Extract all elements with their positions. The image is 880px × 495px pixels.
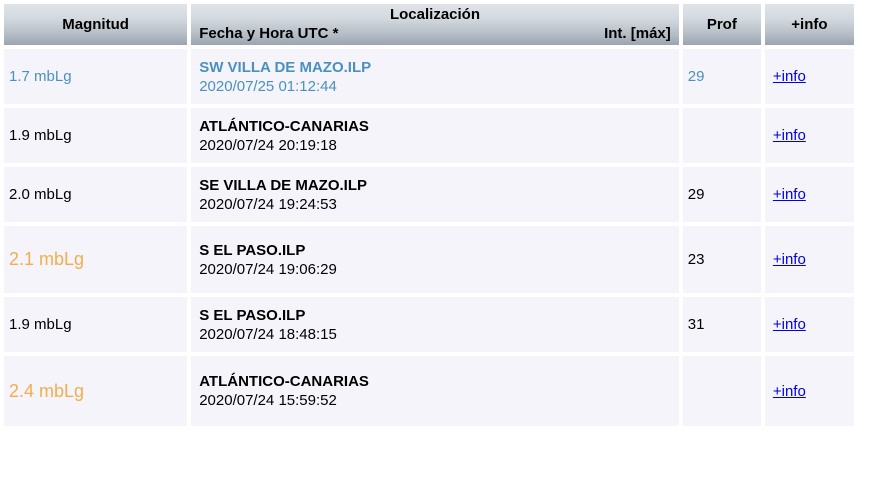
info-cell: +info (764, 108, 854, 163)
header-prof: Prof (682, 4, 761, 45)
location-cell: ATLÁNTICO-CANARIAS 2020/07/24 20:19:18 (191, 108, 679, 163)
table-row: 1.7 mbLg SW VILLA DE MAZO.ILP 2020/07/25… (4, 49, 854, 104)
event-datetime: 2020/07/24 19:24:53 (199, 195, 337, 213)
header-localizacion-label: Localización (389, 6, 480, 23)
depth-value: 29 (687, 68, 705, 85)
location-name: ATLÁNTICO-CANARIAS (199, 373, 369, 390)
depth-cell (682, 356, 761, 426)
location-cell: S EL PASO.ILP 2020/07/24 18:48:15 (191, 297, 679, 352)
table-header: Magnitud Localización Fecha y Hora UTC *… (4, 4, 854, 45)
table-row: 1.9 mbLg ATLÁNTICO-CANARIAS 2020/07/24 2… (4, 108, 854, 163)
location-cell: S EL PASO.ILP 2020/07/24 19:06:29 (191, 226, 679, 293)
location-cell: SW VILLA DE MAZO.ILP 2020/07/25 01:12:44 (191, 49, 679, 104)
location-name: S EL PASO.ILP (199, 306, 306, 324)
more-info-link[interactable]: +info (772, 127, 806, 144)
magnitude-cell: 2.4 mbLg (4, 356, 188, 426)
magnitude-cell: 2.0 mbLg (4, 167, 188, 222)
table-row: 1.9 mbLg S EL PASO.ILP 2020/07/24 18:48:… (4, 297, 854, 352)
header-magnitud-label: Magnitud (62, 16, 129, 33)
event-datetime: 2020/07/24 19:06:29 (199, 260, 337, 278)
event-datetime: 2020/07/24 18:48:15 (199, 325, 337, 343)
more-info-link[interactable]: +info (772, 68, 806, 85)
magnitude-value: 2.4 mbLg (9, 380, 85, 401)
depth-value: 29 (687, 186, 705, 203)
magnitude-cell: 2.1 mbLg (4, 226, 188, 293)
header-localizacion: Localización Fecha y Hora UTC * Int. [má… (191, 4, 679, 45)
magnitude-value: 1.7 mbLg (9, 68, 72, 85)
info-cell: +info (764, 226, 854, 293)
info-cell: +info (764, 297, 854, 352)
header-row: Magnitud Localización Fecha y Hora UTC *… (4, 4, 854, 45)
magnitude-cell: 1.9 mbLg (4, 297, 188, 352)
header-magnitud: Magnitud (4, 4, 188, 45)
location-name: S EL PASO.ILP (199, 241, 306, 259)
depth-cell: 29 (682, 167, 761, 222)
header-fecha-hora-label: Fecha y Hora UTC * (199, 25, 339, 42)
header-prof-label: Prof (706, 16, 737, 33)
header-info: +info (764, 4, 854, 45)
location-name: ATLÁNTICO-CANARIAS (199, 117, 369, 135)
event-datetime: 2020/07/24 15:59:52 (199, 392, 337, 409)
more-info-link[interactable]: +info (772, 251, 806, 268)
table-body: 1.7 mbLg SW VILLA DE MAZO.ILP 2020/07/25… (4, 49, 854, 426)
depth-value: 31 (687, 316, 705, 333)
magnitude-cell: 1.9 mbLg (4, 108, 188, 163)
magnitude-cell: 1.7 mbLg (4, 49, 188, 104)
earthquake-table: Magnitud Localización Fecha y Hora UTC *… (4, 4, 854, 426)
header-int-max-label: Int. [máx] (604, 25, 671, 42)
more-info-link[interactable]: +info (772, 382, 806, 400)
table-row: 2.4 mbLg ATLÁNTICO-CANARIAS 2020/07/24 1… (4, 356, 854, 426)
more-info-link[interactable]: +info (772, 186, 806, 203)
info-cell: +info (764, 49, 854, 104)
more-info-link[interactable]: +info (772, 316, 806, 333)
info-cell: +info (764, 356, 854, 426)
event-datetime: 2020/07/25 01:12:44 (199, 77, 337, 95)
magnitude-value: 1.9 mbLg (9, 316, 72, 333)
location-name: SW VILLA DE MAZO.ILP (199, 58, 372, 76)
depth-value: 23 (687, 251, 705, 268)
table-row: 2.1 mbLg S EL PASO.ILP 2020/07/24 19:06:… (4, 226, 854, 293)
depth-cell (682, 108, 761, 163)
location-cell: ATLÁNTICO-CANARIAS 2020/07/24 15:59:52 (191, 356, 679, 426)
location-name: SE VILLA DE MAZO.ILP (199, 176, 367, 194)
header-info-label: +info (791, 16, 828, 33)
info-cell: +info (764, 167, 854, 222)
magnitude-value: 2.0 mbLg (9, 186, 72, 203)
magnitude-value: 1.9 mbLg (9, 127, 72, 144)
event-datetime: 2020/07/24 20:19:18 (199, 136, 337, 154)
depth-cell: 29 (682, 49, 761, 104)
magnitude-value: 2.1 mbLg (9, 249, 85, 269)
table-row: 2.0 mbLg SE VILLA DE MAZO.ILP 2020/07/24… (4, 167, 854, 222)
depth-cell: 31 (682, 297, 761, 352)
depth-cell: 23 (682, 226, 761, 293)
location-cell: SE VILLA DE MAZO.ILP 2020/07/24 19:24:53 (191, 167, 679, 222)
